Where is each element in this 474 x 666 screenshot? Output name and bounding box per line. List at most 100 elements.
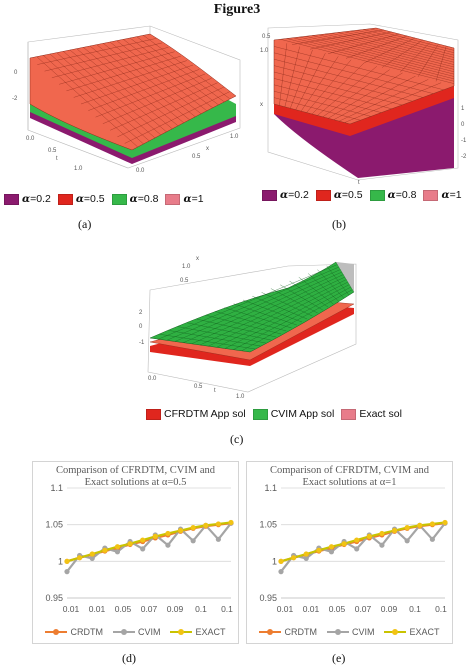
legend-item: CFRDTM App sol bbox=[146, 408, 246, 420]
surface-mesh-line bbox=[417, 43, 439, 77]
y-tick-label: 1 bbox=[58, 556, 63, 566]
data-point-exact bbox=[417, 522, 423, 528]
panel-b-surface-plot: 0.5 1.0 1 0 -1 -2 x t bbox=[260, 23, 467, 186]
legend-label: =0.2 bbox=[288, 189, 309, 201]
x-axis-label: x bbox=[260, 102, 263, 108]
y-tick-label: 0.95 bbox=[45, 593, 63, 603]
surface-mesh-line bbox=[158, 264, 338, 340]
data-point-exact bbox=[379, 530, 385, 537]
t-axis-label: t bbox=[56, 156, 58, 162]
legend-label: CRDTM bbox=[70, 627, 103, 637]
t-tick: 1.0 bbox=[236, 394, 245, 400]
chart-plot-area: 0.95 1 1.05 1.1 0.01 0.01 0.05 0.07 0.09 0.1 0.1 bbox=[259, 483, 448, 614]
swatch-icon bbox=[423, 189, 439, 201]
legend-item: α =0.2 bbox=[4, 193, 51, 205]
data-point-cvim bbox=[303, 555, 309, 561]
data-point-exact bbox=[366, 533, 372, 539]
legend-alpha: α bbox=[441, 189, 450, 201]
z-tick: -1 bbox=[461, 138, 467, 144]
data-point-cvim bbox=[89, 555, 95, 561]
swatch-icon bbox=[165, 193, 181, 205]
data-point-exact bbox=[354, 537, 360, 543]
swatch-icon bbox=[315, 189, 331, 201]
x-tick-label: 0.05 bbox=[329, 604, 346, 614]
data-point-exact bbox=[102, 547, 108, 553]
data-point-exact bbox=[341, 541, 347, 547]
panel-a-legend: α =0.2 α =0.5 α =0.8 α =1 bbox=[4, 193, 211, 205]
data-point-exact bbox=[391, 527, 398, 534]
x-tick-label: 0.07 bbox=[355, 604, 372, 614]
data-point-exact bbox=[140, 537, 146, 543]
surface-mesh-line bbox=[59, 51, 175, 85]
surface-mesh-line bbox=[233, 286, 352, 350]
surface-mesh-line bbox=[183, 271, 343, 343]
x-axis-label: x bbox=[196, 256, 199, 262]
surface-mesh-line bbox=[273, 91, 371, 117]
data-point-exact bbox=[165, 530, 171, 537]
surface-mesh-line bbox=[110, 82, 218, 131]
data-point-cvim bbox=[64, 569, 70, 575]
x-tick-label: 0.01 bbox=[63, 604, 80, 614]
legend-alpha: α bbox=[22, 193, 31, 205]
data-point-cvim bbox=[114, 549, 121, 555]
y-tick-label: 1 bbox=[272, 556, 277, 566]
line-marker-icon bbox=[384, 629, 407, 635]
data-point-exact bbox=[228, 519, 234, 526]
y-tick-label: 1.1 bbox=[264, 483, 277, 493]
z-tick: 1 bbox=[461, 106, 465, 112]
chart-plot-area: 0.95 1 1.05 1.1 0.01 0.01 0.05 0.07 0.09 0.1 0.1 bbox=[45, 483, 234, 614]
legend-alpha: α bbox=[333, 189, 342, 201]
surface-mesh-line bbox=[44, 42, 163, 72]
z-tick: -2 bbox=[461, 154, 467, 160]
data-point-exact bbox=[114, 544, 121, 550]
surface-mesh-line bbox=[345, 35, 408, 59]
data-point-cvim bbox=[354, 546, 360, 552]
legend-alpha: α bbox=[387, 189, 396, 201]
t-tick: 1.0 bbox=[74, 166, 83, 172]
t-tick: 0.5 bbox=[194, 384, 203, 390]
legend-label: =0.8 bbox=[137, 193, 159, 205]
y-tick-label: 0.95 bbox=[259, 593, 277, 603]
x-tick: 0.5 bbox=[192, 154, 201, 160]
data-point-exact bbox=[152, 533, 158, 539]
chart-title: Comparison of CFRDTM, CVIM and Exact sol… bbox=[270, 465, 429, 488]
legend-item-crdtm: CRDTM bbox=[45, 627, 103, 637]
data-point-exact bbox=[328, 544, 335, 550]
legend-label: CVIM bbox=[137, 627, 161, 637]
legend-item: α =0.8 bbox=[369, 189, 416, 201]
series-line-cvim bbox=[280, 522, 446, 573]
legend-item: α =1 bbox=[423, 189, 462, 201]
legend-item: α =0.8 bbox=[111, 193, 159, 205]
swatch-icon bbox=[262, 189, 277, 201]
top-tick: 0.5 bbox=[262, 34, 271, 40]
data-point-exact bbox=[89, 551, 95, 557]
x-tick-label: 0.1 bbox=[409, 604, 421, 614]
data-point-exact bbox=[203, 522, 209, 528]
legend-item: α =0.2 bbox=[262, 189, 309, 201]
y-tick-label: 1.05 bbox=[259, 520, 277, 530]
data-point-cvim bbox=[379, 542, 385, 548]
legend-item: α =1 bbox=[165, 193, 204, 205]
data-point-exact bbox=[316, 547, 322, 553]
data-point-exact bbox=[404, 525, 410, 531]
surface-mesh-line bbox=[381, 39, 423, 68]
legend-alpha: α bbox=[280, 189, 289, 201]
surface-mesh-line bbox=[273, 59, 423, 98]
panel-e-caption: (e) bbox=[332, 651, 346, 665]
data-point-exact bbox=[127, 541, 133, 547]
legend-label: CFRDTM App sol bbox=[164, 408, 246, 420]
legend-item: Exact sol bbox=[341, 408, 402, 420]
surface-mesh-line bbox=[273, 97, 361, 121]
surface-mesh-line bbox=[216, 281, 349, 348]
surface-mesh-line bbox=[51, 47, 169, 78]
chart-legend: CRDTM CVIM EXACT bbox=[247, 627, 452, 637]
surface-mesh-line bbox=[273, 52, 434, 94]
x-tick-label: 0.1 bbox=[435, 604, 447, 614]
y-tick-label: 1.1 bbox=[50, 483, 63, 493]
legend-item-cvim: CVIM bbox=[112, 627, 161, 637]
chart-title: Comparison of CFRDTM, CVIM and Exact sol… bbox=[56, 465, 215, 488]
legend-item-exact: EXACT bbox=[384, 627, 440, 637]
panel-b-caption: (b) bbox=[332, 217, 346, 231]
surface-mesh-line bbox=[327, 33, 400, 54]
z-tick: 2 bbox=[139, 310, 143, 316]
